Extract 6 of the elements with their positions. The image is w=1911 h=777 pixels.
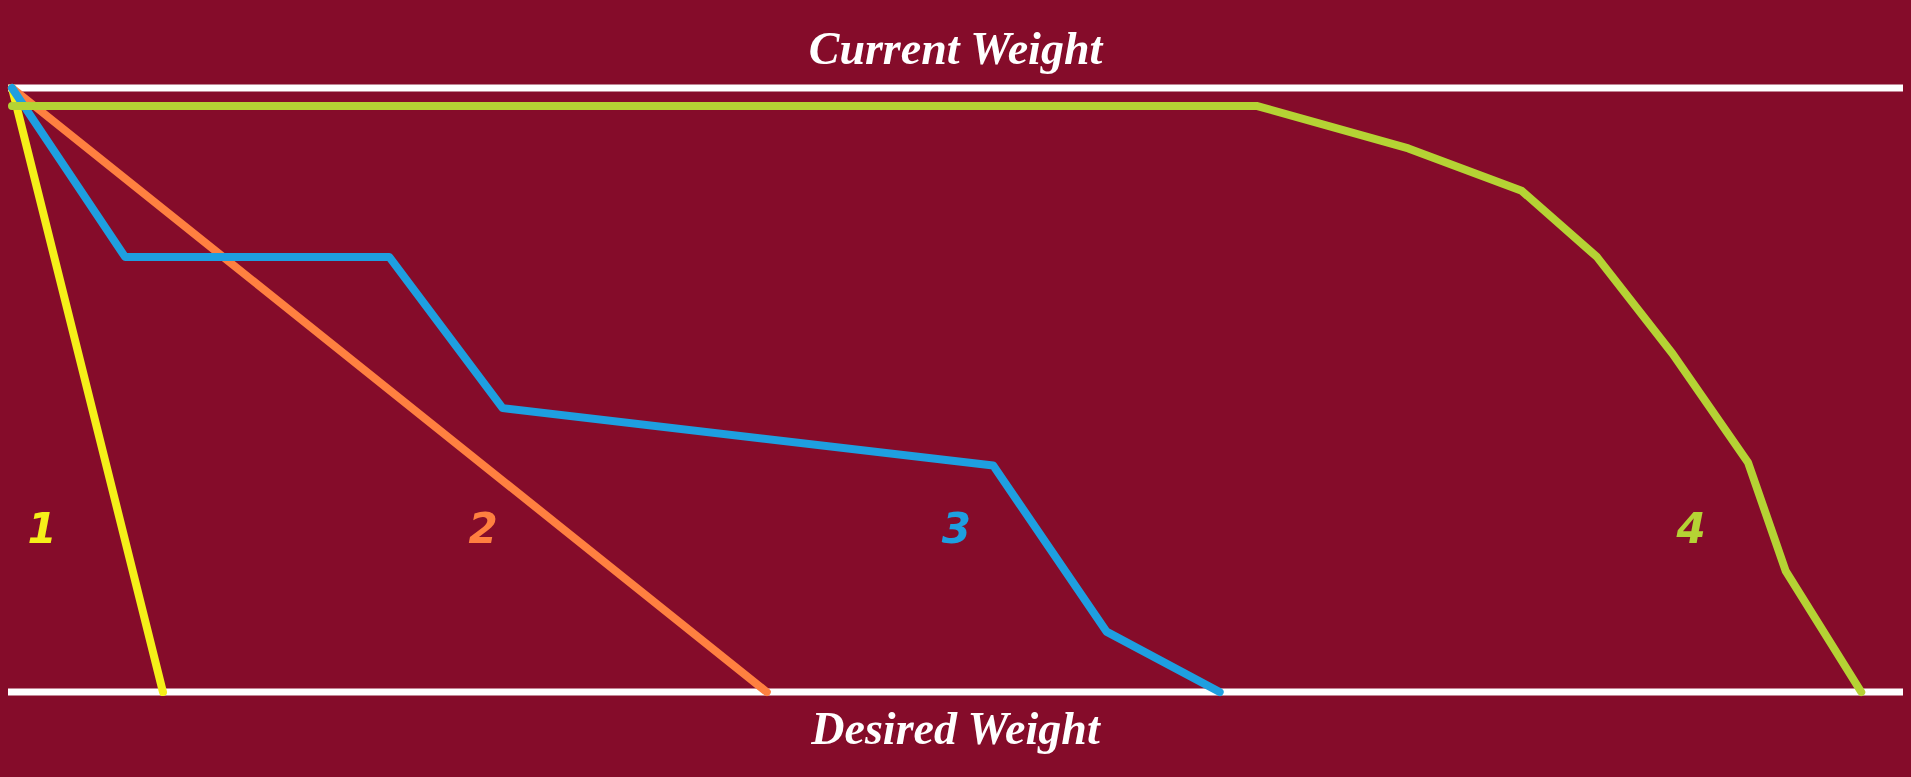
series-label: 2 <box>468 503 498 553</box>
series-label: 3 <box>941 503 972 553</box>
chart-title: Current Weight <box>808 23 1104 74</box>
x-axis-title: Desired Weight <box>810 703 1101 754</box>
series-label: 4 <box>1675 503 1706 553</box>
series-label: 1 <box>27 503 57 553</box>
